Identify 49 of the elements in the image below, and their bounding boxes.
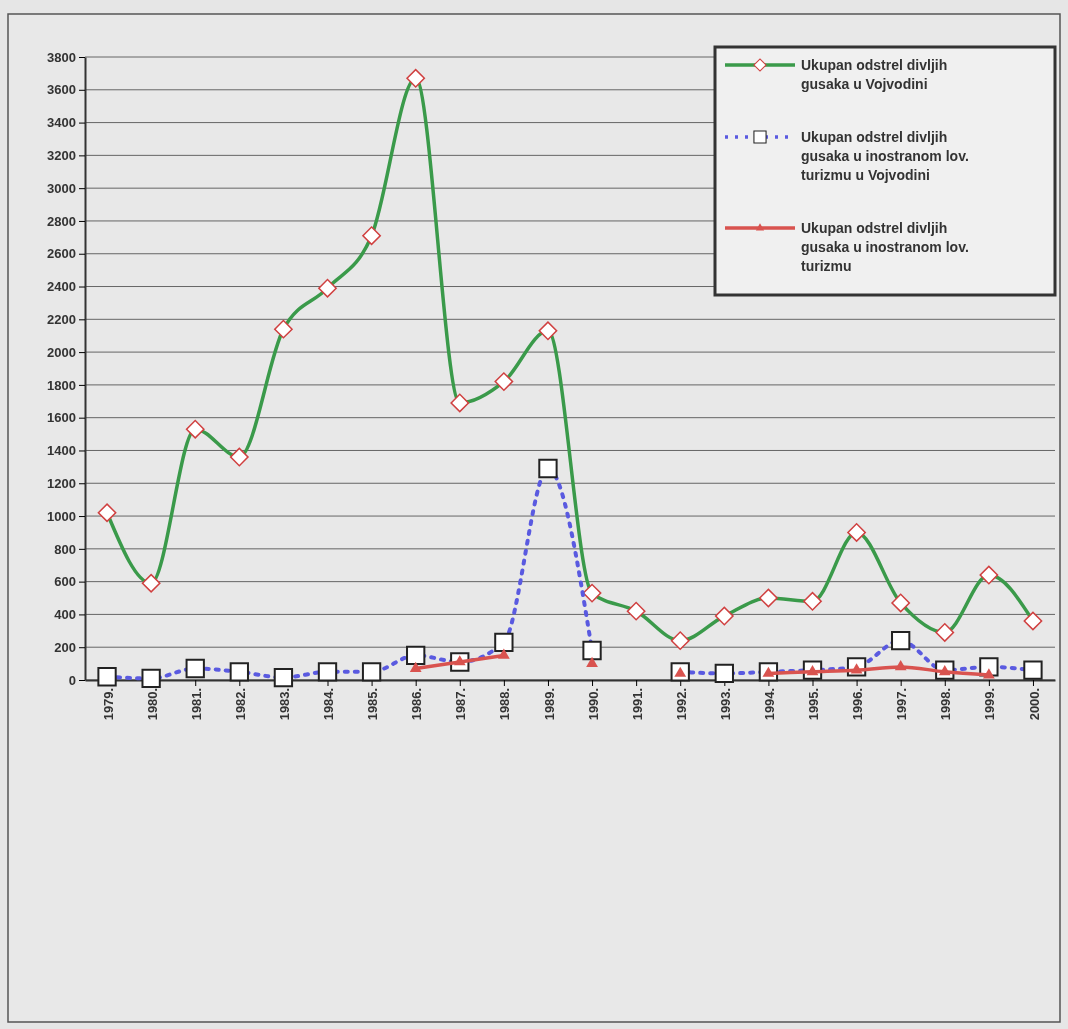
legend-label: Ukupan odstrel divljih gusaka u inostranom lov. turizmu: [801, 220, 969, 274]
y-tick-label: 1400: [47, 443, 76, 459]
point: [586, 656, 598, 667]
point: [894, 660, 907, 671]
x-tick-label: 1993.: [717, 687, 733, 721]
x-tick-label: 1996.: [850, 687, 866, 721]
x-tick-label: 1992.: [673, 687, 689, 721]
legend-label: Ukupan odstrel divljih gusaka u Vojvodini: [801, 57, 948, 92]
y-tick-label: 200: [54, 639, 76, 655]
x-tick-label: 1999.: [982, 687, 998, 721]
y-tick-label: 2400: [47, 279, 76, 295]
y-tick-label: 3600: [47, 82, 76, 98]
x-tick-label: 1980.: [144, 687, 160, 721]
y-tick-label: 1800: [47, 377, 76, 393]
x-tick-label: 1986.: [409, 687, 425, 721]
y-tick-label: 2000: [47, 344, 76, 360]
y-tick-label: 2600: [47, 246, 76, 262]
x-tick-label: 1982.: [232, 687, 248, 721]
x-tick-label: 1990.: [585, 687, 601, 721]
x-tick-label: 1988.: [497, 687, 513, 721]
y-tick-label: 0: [68, 672, 76, 688]
point: [409, 661, 422, 672]
x-tick-label: 1995.: [806, 687, 822, 721]
x-tick-label: 1991.: [629, 687, 645, 721]
x-tick-label: 1997.: [894, 687, 910, 721]
y-tick-label: 1000: [47, 508, 76, 524]
x-tick-label: 1998.: [938, 687, 954, 721]
y-tick-label: 800: [54, 541, 76, 557]
x-tick-label: 1989.: [541, 687, 557, 721]
x-tick-label: 1981.: [188, 687, 204, 721]
y-tick-label: 600: [54, 574, 76, 590]
point: [497, 648, 510, 659]
y-tick-label: 3200: [47, 148, 76, 164]
y-tick-label: 3400: [47, 115, 76, 131]
y-tick-label: 1600: [47, 410, 76, 426]
y-tick-label: 3800: [47, 49, 76, 65]
x-tick-label: 1985.: [365, 687, 381, 721]
y-tick-label: 1200: [47, 475, 76, 491]
y-tick-label: 400: [54, 607, 76, 623]
y-tick-label: 2200: [47, 311, 76, 327]
y-tick-label: 2800: [47, 213, 76, 229]
legend-label: Ukupan odstrel divljih gusaka u inostranom lov. turizmu u Vojvodini: [801, 129, 969, 183]
x-tick-label: 1994.: [762, 687, 778, 721]
x-tick-label: 1983.: [277, 687, 293, 721]
x-tick-label: 1987.: [453, 687, 469, 721]
x-tick-label: 1979.: [100, 687, 116, 721]
y-tick-label: 3000: [47, 180, 76, 196]
x-tick-label: 2000.: [1026, 687, 1042, 721]
x-tick-label: 1984.: [321, 687, 337, 721]
